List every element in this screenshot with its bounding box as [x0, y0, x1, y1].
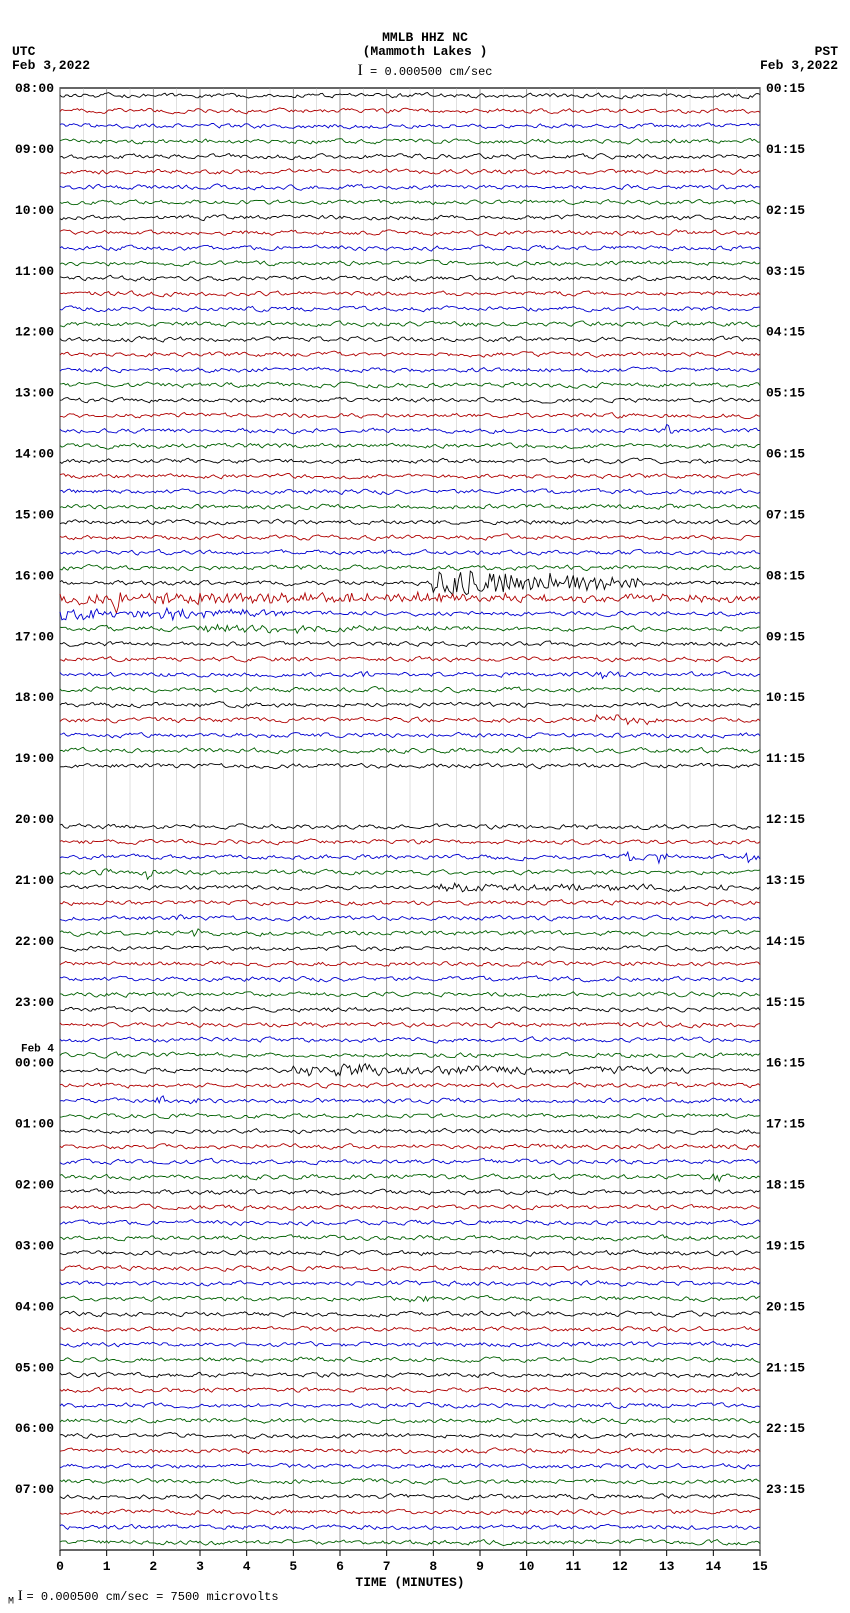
svg-text:20:00: 20:00 [15, 812, 54, 827]
svg-text:17:15: 17:15 [766, 1117, 805, 1132]
svg-text:6: 6 [336, 1559, 344, 1574]
svg-text:Feb 4: Feb 4 [21, 1043, 54, 1055]
svg-text:19:15: 19:15 [766, 1238, 805, 1253]
svg-text:14:15: 14:15 [766, 934, 805, 949]
svg-text:05:00: 05:00 [15, 1360, 54, 1375]
svg-text:02:15: 02:15 [766, 203, 805, 218]
svg-text:06:00: 06:00 [15, 1421, 54, 1436]
svg-text:9: 9 [476, 1559, 484, 1574]
svg-text:03:15: 03:15 [766, 264, 805, 279]
svg-text:11:15: 11:15 [766, 751, 805, 766]
svg-text:15: 15 [752, 1559, 768, 1574]
svg-text:04:00: 04:00 [15, 1299, 54, 1314]
right-tz-label: PST [815, 44, 838, 59]
svg-text:4: 4 [243, 1559, 251, 1574]
svg-text:09:00: 09:00 [15, 142, 54, 157]
svg-text:02:00: 02:00 [15, 1178, 54, 1193]
svg-text:1: 1 [103, 1559, 111, 1574]
svg-text:8: 8 [429, 1559, 437, 1574]
svg-text:12: 12 [612, 1559, 628, 1574]
svg-text:11:00: 11:00 [15, 264, 54, 279]
station-location-label: (Mammoth Lakes ) [0, 44, 850, 59]
svg-text:17:00: 17:00 [15, 629, 54, 644]
footer-scale: M I = 0.000500 cm/sec = 7500 microvolts [8, 1588, 279, 1607]
svg-text:06:15: 06:15 [766, 447, 805, 462]
svg-text:10:00: 10:00 [15, 203, 54, 218]
svg-text:14: 14 [706, 1559, 722, 1574]
svg-text:5: 5 [289, 1559, 297, 1574]
svg-text:03:00: 03:00 [15, 1238, 54, 1253]
svg-text:19:00: 19:00 [15, 751, 54, 766]
svg-text:2: 2 [149, 1559, 157, 1574]
svg-text:3: 3 [196, 1559, 204, 1574]
scale-label: I = 0.000500 cm/sec [0, 62, 850, 80]
svg-text:10:15: 10:15 [766, 690, 805, 705]
svg-text:07:15: 07:15 [766, 507, 805, 522]
svg-text:01:15: 01:15 [766, 142, 805, 157]
svg-text:14:00: 14:00 [15, 447, 54, 462]
svg-text:04:15: 04:15 [766, 325, 805, 340]
svg-text:13:00: 13:00 [15, 386, 54, 401]
svg-text:18:15: 18:15 [766, 1178, 805, 1193]
svg-text:21:15: 21:15 [766, 1360, 805, 1375]
svg-text:0: 0 [56, 1559, 64, 1574]
svg-text:05:15: 05:15 [766, 386, 805, 401]
svg-text:12:00: 12:00 [15, 325, 54, 340]
svg-text:15:00: 15:00 [15, 507, 54, 522]
svg-text:13: 13 [659, 1559, 675, 1574]
svg-text:22:15: 22:15 [766, 1421, 805, 1436]
svg-text:21:00: 21:00 [15, 873, 54, 888]
helicorder-plot: 0123456789101112131415TIME (MINUTES)08:0… [0, 0, 850, 1613]
svg-text:09:15: 09:15 [766, 629, 805, 644]
svg-text:23:15: 23:15 [766, 1482, 805, 1497]
svg-text:08:15: 08:15 [766, 568, 805, 583]
svg-text:01:00: 01:00 [15, 1117, 54, 1132]
svg-text:7: 7 [383, 1559, 391, 1574]
svg-text:00:15: 00:15 [766, 81, 805, 96]
svg-text:11: 11 [566, 1559, 582, 1574]
station-label: MMLB HHZ NC [0, 30, 850, 45]
svg-text:20:15: 20:15 [766, 1299, 805, 1314]
svg-text:07:00: 07:00 [15, 1482, 54, 1497]
svg-text:12:15: 12:15 [766, 812, 805, 827]
svg-text:18:00: 18:00 [15, 690, 54, 705]
svg-text:08:00: 08:00 [15, 81, 54, 96]
svg-text:16:15: 16:15 [766, 1056, 805, 1071]
svg-text:23:00: 23:00 [15, 995, 54, 1010]
seismogram-page: UTC Feb 3,2022 MMLB HHZ NC (Mammoth Lake… [0, 0, 850, 1613]
svg-text:15:15: 15:15 [766, 995, 805, 1010]
svg-text:13:15: 13:15 [766, 873, 805, 888]
svg-text:10: 10 [519, 1559, 535, 1574]
svg-text:16:00: 16:00 [15, 568, 54, 583]
right-date-label: Feb 3,2022 [760, 58, 838, 73]
svg-text:00:00: 00:00 [15, 1056, 54, 1071]
svg-text:TIME (MINUTES): TIME (MINUTES) [355, 1575, 464, 1590]
svg-text:22:00: 22:00 [15, 934, 54, 949]
